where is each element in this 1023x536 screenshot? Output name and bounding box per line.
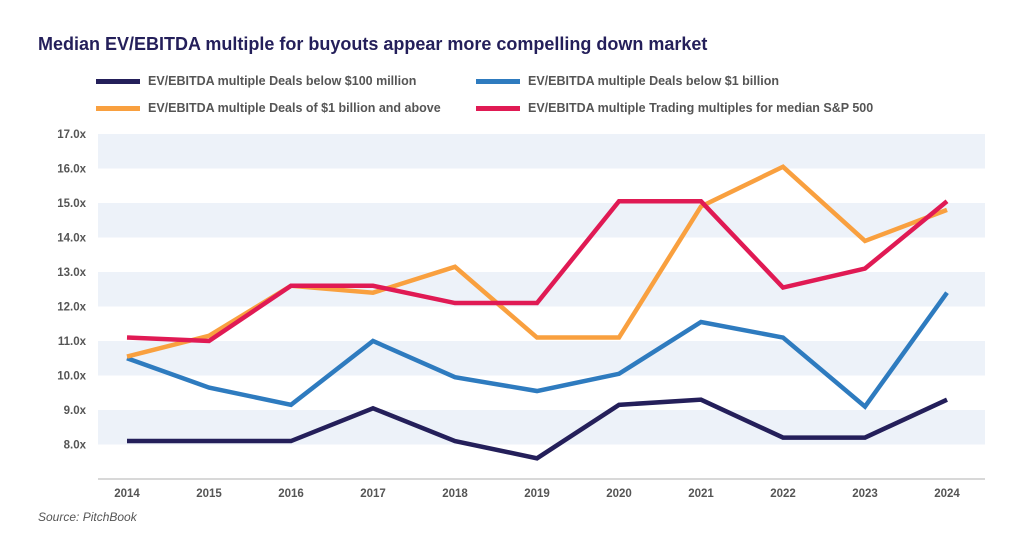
x-tick-label: 2024 xyxy=(934,488,960,500)
x-tick-label: 2021 xyxy=(688,488,714,500)
y-tick-label: 11.0x xyxy=(58,336,87,348)
legend-label: EV/EBITDA multiple Deals below $100 mill… xyxy=(148,74,417,88)
series-line-2 xyxy=(126,164,948,359)
legend-label: EV/EBITDA multiple Deals of $1 billion a… xyxy=(148,101,441,115)
legend-label: EV/EBITDA multiple Deals below $1 billio… xyxy=(528,74,779,88)
legend-swatch xyxy=(476,78,520,84)
legend-item-below-100m: EV/EBITDA multiple Deals below $100 mill… xyxy=(96,74,416,88)
x-tick-label: 2016 xyxy=(278,488,304,500)
y-tick-label: 17.0x xyxy=(57,129,86,141)
x-tick-label: 2020 xyxy=(606,488,632,500)
grid-band xyxy=(98,341,985,376)
legend-item-below-1b: EV/EBITDA multiple Deals below $1 billio… xyxy=(476,74,779,88)
y-tick-label: 16.0x xyxy=(57,164,86,176)
grid-band xyxy=(98,134,985,169)
x-tick-label: 2014 xyxy=(114,488,140,500)
x-tick-label: 2015 xyxy=(196,488,222,500)
y-tick-label: 10.0x xyxy=(57,371,86,383)
x-tick-label: 2017 xyxy=(360,488,386,500)
y-tick-label: 15.0x xyxy=(57,198,86,210)
grid-band xyxy=(98,203,985,238)
y-tick-label: 12.0x xyxy=(57,302,86,314)
legend-swatch xyxy=(476,105,520,111)
legend-swatch xyxy=(96,78,140,84)
legend-item-1b-above: EV/EBITDA multiple Deals of $1 billion a… xyxy=(96,101,441,115)
grid-band xyxy=(98,272,985,307)
x-tick-label: 2023 xyxy=(852,488,878,500)
x-tick-label: 2022 xyxy=(770,488,796,500)
y-tick-label: 8.0x xyxy=(64,440,87,452)
legend-swatch xyxy=(96,105,140,111)
legend-label: EV/EBITDA multiple Trading multiples for… xyxy=(528,101,874,115)
x-tick-label: 2018 xyxy=(442,488,468,500)
x-tick-label: 2019 xyxy=(524,488,550,500)
legend-item-sp500: EV/EBITDA multiple Trading multiples for… xyxy=(476,101,873,115)
chart-title: Median EV/EBITDA multiple for buyouts ap… xyxy=(38,34,708,54)
y-tick-label: 14.0x xyxy=(57,233,86,245)
y-tick-label: 13.0x xyxy=(57,267,86,279)
y-tick-label: 9.0x xyxy=(64,405,87,417)
source-note: Source: PitchBook xyxy=(38,510,137,524)
